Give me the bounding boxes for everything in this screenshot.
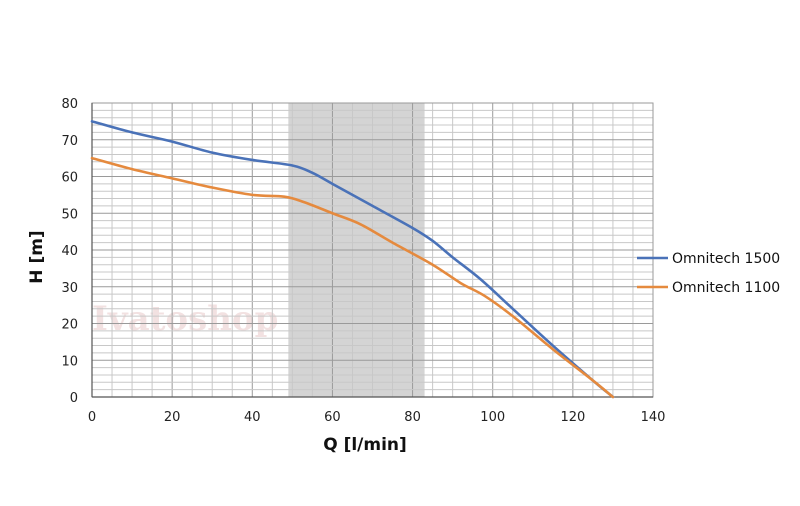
series-line-omnitech-1100 [90, 156, 615, 399]
axis-layer: 0 20 40 60 80 100 120 140 0 10 20 30 40 50 60 70 80 [61, 97, 665, 425]
x-axis-title: Q [l/min] [323, 435, 407, 455]
legend-item: Omnitech 1100 [637, 280, 780, 296]
series-line-omnitech-1500 [90, 120, 615, 399]
grid-layer [91, 102, 654, 398]
watermark: Ivatoshop [92, 299, 278, 339]
legend-label: Omnitech 1100 [672, 280, 780, 296]
y-tick-label: 60 [61, 171, 78, 186]
x-tick-label: 20 [164, 410, 181, 425]
legend-item: Omnitech 1500 [637, 251, 780, 267]
watermark-text: Ivatoshop [92, 299, 278, 339]
y-tick-label: 20 [61, 318, 78, 333]
y-tick-label: 50 [61, 207, 78, 222]
x-tick-label: 140 [641, 410, 666, 425]
series-layer [90, 120, 615, 399]
legend-label: Omnitech 1500 [672, 251, 780, 267]
y-tick-label: 0 [70, 391, 78, 406]
y-tick-label: 40 [61, 244, 78, 259]
y-tick-label: 30 [61, 281, 78, 296]
y-tick-label: 10 [61, 354, 78, 369]
legend: Omnitech 1500 Omnitech 1100 [637, 251, 780, 296]
y-tick-label: 70 [61, 134, 78, 149]
x-tick-label: 100 [480, 410, 505, 425]
x-tick-label: 120 [560, 410, 585, 425]
y-axis-title: H [m] [27, 230, 47, 283]
y-tick-label: 80 [61, 97, 78, 112]
x-tick-label: 80 [404, 410, 421, 425]
x-tick-label: 60 [324, 410, 341, 425]
x-tick-label: 40 [244, 410, 261, 425]
x-tick-label: 0 [88, 410, 96, 425]
